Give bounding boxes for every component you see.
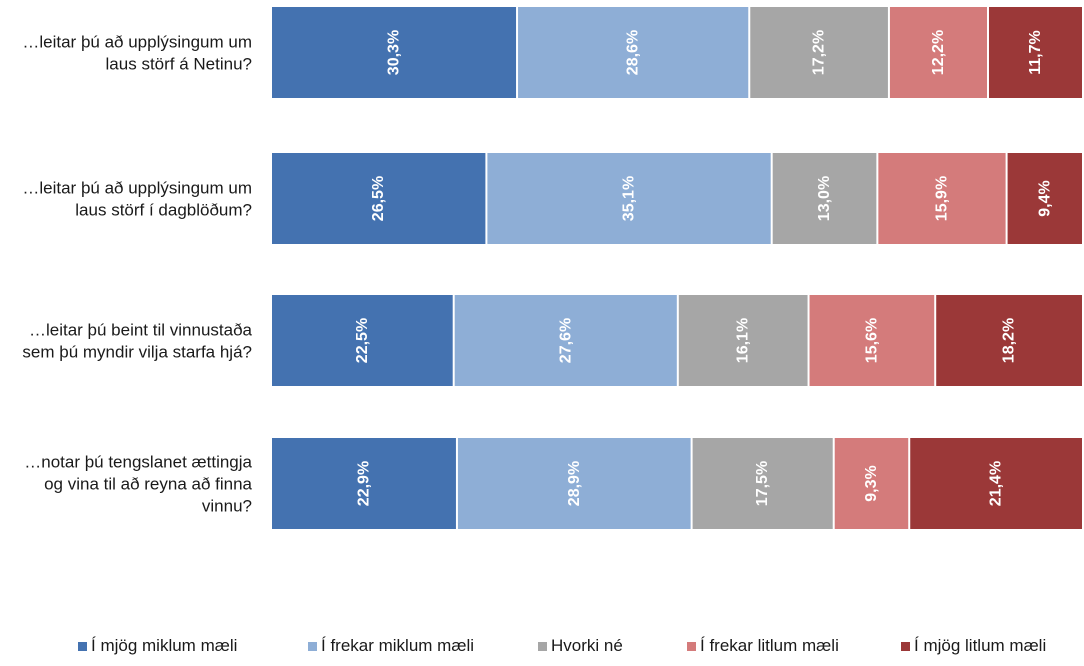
data-label: 35,1%	[621, 176, 638, 221]
category-label-line: …leitar þú beint til vinnustaða	[29, 321, 253, 340]
bar-segment	[1007, 153, 1082, 244]
data-label: 11,7%	[1027, 30, 1044, 74]
bar-segment	[272, 153, 486, 244]
bar-segment	[750, 7, 888, 98]
category-label: …leitar þú beint til vinnustaða sem þú my…	[22, 321, 252, 362]
data-label: 15,9%	[933, 176, 950, 221]
data-label: 15,6%	[863, 318, 880, 363]
legend-label: Hvorki né	[551, 636, 623, 655]
data-label: 12,2%	[930, 30, 947, 75]
category-label-line: …leitar þú að upplýsingum um	[22, 33, 252, 52]
bar-segment	[889, 7, 987, 98]
legend-label: Í frekar litlum mæli	[700, 636, 839, 655]
data-label: 21,4%	[988, 461, 1005, 506]
data-label: 17,5%	[754, 461, 771, 506]
bar-segment	[454, 295, 677, 386]
legend-swatch	[308, 642, 317, 651]
legend-swatch	[901, 642, 910, 651]
category-label: …leitar þú að upplýsingum um laus störf í…	[22, 179, 252, 220]
category-labels: …leitar þú að upplýsingum um laus störf á…	[22, 33, 252, 516]
category-label-line: …leitar þú að upplýsingum um	[22, 179, 252, 198]
bar-segment	[936, 295, 1082, 386]
legend: Í mjög miklum mæli Í frekar miklum mæli Hv…	[78, 636, 1046, 655]
legend-label: Í mjög miklum mæli	[91, 636, 237, 655]
data-label: 28,6%	[625, 30, 642, 75]
legend-swatch	[538, 642, 547, 651]
data-label: 13,0%	[816, 176, 833, 221]
legend-label: Í frekar miklum mæli	[321, 636, 474, 655]
category-label: …leitar þú að upplýsingum um laus störf á…	[22, 33, 252, 74]
data-label: 28,9%	[566, 461, 583, 506]
legend-label: Í mjög litlum mæli	[914, 636, 1046, 655]
bar-segment	[272, 7, 517, 98]
bar-segment	[272, 295, 453, 386]
data-label: 22,9%	[355, 461, 372, 506]
bar-segment	[988, 7, 1082, 98]
data-label: 9,3%	[863, 465, 880, 501]
category-label-line: vinnu?	[202, 497, 252, 516]
bar-segment	[678, 295, 808, 386]
data-label: 18,2%	[1001, 318, 1018, 363]
category-label-line: …notar þú tengslanet ættingja	[24, 453, 252, 472]
bar-segment	[692, 438, 833, 529]
bars	[272, 7, 1082, 529]
bar-segment	[878, 153, 1006, 244]
category-label-line: laus störf í dagblöðum?	[75, 201, 252, 220]
category-label-line: sem þú myndir vilja starfa hjá?	[22, 343, 252, 362]
data-label: 17,2%	[811, 30, 828, 75]
bar-segment	[487, 153, 771, 244]
data-label: 26,5%	[370, 176, 387, 221]
data-label: 16,1%	[735, 318, 752, 363]
bar-segment	[518, 7, 749, 98]
category-label-line: og vina til að reyna að finna	[44, 475, 252, 494]
bar-segment	[910, 438, 1082, 529]
data-label: 22,5%	[354, 318, 371, 363]
bar-segment	[834, 438, 909, 529]
bar-segment	[457, 438, 691, 529]
data-label: 9,4%	[1036, 180, 1053, 216]
bar-segment	[809, 295, 935, 386]
bar-segment	[772, 153, 877, 244]
legend-swatch	[78, 642, 87, 651]
category-label-line: laus störf á Netinu?	[106, 55, 252, 74]
value-labels: 30,3% 28,6% 17,2% 12,2% 11,7% 26,5% 35,1% 13,0%…	[354, 30, 1053, 506]
data-label: 30,3%	[386, 30, 403, 75]
legend-swatch	[687, 642, 696, 651]
category-label: …notar þú tengslanet ættingja og vina til…	[24, 453, 252, 516]
data-label: 27,6%	[557, 318, 574, 363]
bar-segment	[272, 438, 456, 529]
